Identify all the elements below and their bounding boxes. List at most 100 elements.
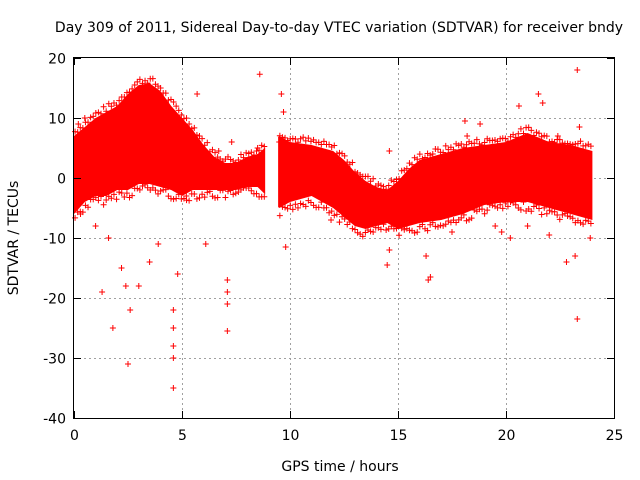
data-point bbox=[331, 142, 338, 149]
data-point bbox=[536, 130, 543, 137]
data-point bbox=[577, 138, 584, 145]
data-point bbox=[494, 204, 501, 211]
data-point bbox=[170, 307, 177, 313]
data-point bbox=[484, 207, 491, 214]
data-point bbox=[455, 142, 462, 149]
data-point bbox=[222, 194, 229, 201]
data-point bbox=[349, 225, 356, 232]
y-tick-label: 10 bbox=[48, 112, 66, 128]
data-point bbox=[385, 182, 392, 189]
data-point bbox=[453, 140, 460, 147]
data-point bbox=[411, 229, 418, 236]
data-point bbox=[377, 182, 384, 189]
data-point bbox=[364, 226, 371, 233]
data-point bbox=[481, 139, 488, 146]
data-point bbox=[307, 199, 314, 206]
data-point bbox=[520, 130, 527, 137]
data-point bbox=[237, 151, 244, 158]
data-point bbox=[460, 211, 467, 218]
data-point bbox=[396, 232, 403, 239]
data-point bbox=[533, 129, 540, 136]
data-point bbox=[85, 119, 92, 126]
data-point bbox=[100, 103, 107, 110]
data-point bbox=[559, 211, 566, 218]
data-point bbox=[393, 176, 400, 183]
data-point bbox=[481, 210, 488, 217]
data-point bbox=[196, 133, 203, 140]
data-point bbox=[406, 227, 413, 234]
data-point bbox=[243, 149, 250, 156]
data-point bbox=[116, 97, 123, 104]
data-point bbox=[144, 80, 151, 87]
data-point bbox=[554, 133, 561, 139]
data-point bbox=[193, 195, 200, 202]
data-point bbox=[576, 124, 583, 130]
data-point bbox=[477, 121, 484, 127]
data-point bbox=[92, 223, 99, 229]
data-point bbox=[515, 130, 522, 137]
data-point bbox=[333, 150, 340, 157]
data-point bbox=[121, 193, 128, 200]
data-point bbox=[388, 223, 395, 230]
data-point bbox=[572, 253, 579, 259]
data-point bbox=[206, 188, 213, 195]
data-point bbox=[461, 118, 468, 124]
data-point bbox=[95, 109, 102, 116]
data-point bbox=[582, 217, 589, 224]
data-point bbox=[98, 110, 104, 117]
x-tick-label: 0 bbox=[70, 428, 79, 444]
data-point bbox=[551, 208, 558, 215]
data-point bbox=[440, 149, 447, 156]
data-point bbox=[292, 201, 299, 208]
data-point bbox=[458, 141, 465, 148]
data-point bbox=[528, 208, 535, 215]
data-point bbox=[543, 133, 550, 140]
data-point bbox=[121, 93, 128, 100]
data-point bbox=[463, 141, 470, 148]
data-point bbox=[458, 214, 465, 221]
grid-lines bbox=[74, 58, 614, 418]
data-point bbox=[256, 71, 263, 78]
data-point bbox=[248, 149, 255, 156]
data-point bbox=[183, 193, 190, 199]
data-point bbox=[108, 195, 115, 202]
data-point bbox=[320, 138, 327, 145]
data-point bbox=[196, 194, 203, 201]
data-point bbox=[74, 129, 81, 136]
data-point bbox=[574, 67, 581, 73]
data-point bbox=[81, 115, 88, 121]
data-point bbox=[230, 191, 237, 198]
data-point bbox=[468, 215, 475, 222]
data-point bbox=[282, 134, 289, 141]
data-point bbox=[587, 143, 594, 150]
data-point bbox=[528, 127, 535, 134]
x-axis-label: GPS time / hours bbox=[281, 459, 398, 475]
data-point bbox=[284, 205, 291, 212]
data-point bbox=[318, 141, 325, 148]
data-point bbox=[349, 159, 356, 166]
data-point bbox=[146, 259, 153, 265]
data-point bbox=[183, 115, 190, 122]
data-point bbox=[98, 193, 104, 200]
data-point bbox=[228, 139, 235, 145]
data-point bbox=[99, 289, 106, 295]
data-point bbox=[414, 229, 421, 236]
data-point bbox=[175, 191, 182, 198]
data-point bbox=[131, 82, 138, 89]
data-point bbox=[423, 253, 430, 259]
data-point bbox=[165, 97, 172, 104]
data-point bbox=[136, 186, 143, 193]
data-point bbox=[499, 205, 506, 212]
axis-ticks bbox=[74, 58, 615, 419]
data-point bbox=[224, 277, 231, 283]
data-point bbox=[538, 211, 545, 218]
data-point bbox=[536, 205, 543, 212]
data-point bbox=[427, 274, 434, 280]
data-point bbox=[75, 121, 82, 127]
data-point bbox=[504, 203, 511, 210]
data-point bbox=[434, 146, 441, 153]
data-point bbox=[105, 235, 112, 241]
data-point bbox=[79, 125, 86, 132]
data-point bbox=[525, 124, 532, 131]
data-point bbox=[471, 140, 478, 147]
